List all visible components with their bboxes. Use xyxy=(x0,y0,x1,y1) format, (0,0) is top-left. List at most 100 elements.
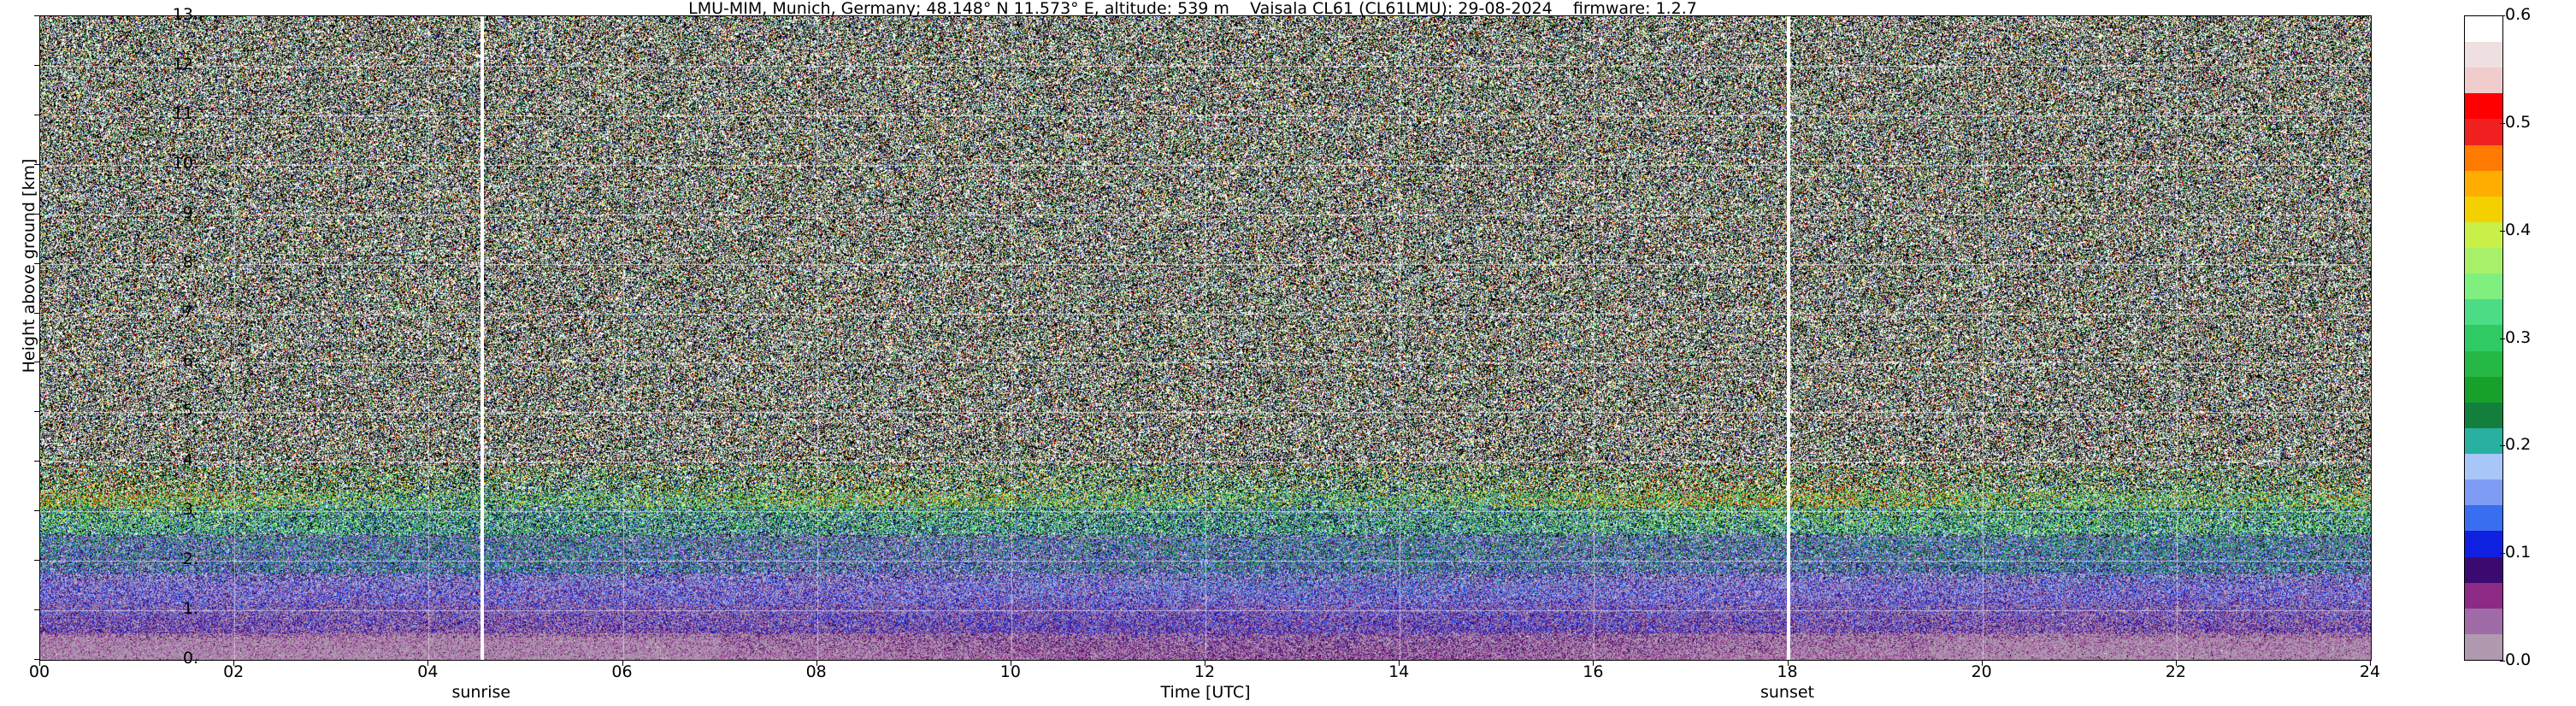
y-axis-tick-mark xyxy=(34,15,39,16)
x-axis-tick-label: 14 xyxy=(1388,662,1410,681)
colorbar-swatch xyxy=(2465,221,2502,248)
x-axis-tick-mark xyxy=(1981,661,1983,666)
colorbar-tick-label: 0.3 xyxy=(2505,327,2532,347)
y-axis-tick-mark xyxy=(34,262,39,264)
y-axis-tick-label: 5. xyxy=(182,401,198,421)
colorbar xyxy=(2464,15,2503,661)
colorbar-swatch xyxy=(2465,248,2502,274)
figure-title: LMU-MIM, Munich, Germany; 48.148° N 11.5… xyxy=(688,0,1697,18)
colorbar-swatch xyxy=(2465,93,2502,120)
x-axis-tick-label: 04 xyxy=(417,662,439,681)
x-axis-tick-mark xyxy=(2175,661,2177,666)
sunset-label: sunset xyxy=(1760,683,1815,702)
colorbar-tick-mark xyxy=(2500,661,2505,662)
x-axis-tick-mark xyxy=(233,661,235,666)
y-axis-tick-label: 7. xyxy=(182,302,198,321)
colorbar-swatch xyxy=(2465,144,2502,171)
y-axis-tick-label: 3. xyxy=(182,500,198,520)
colorbar-swatch xyxy=(2465,42,2502,68)
colorbar-tick-label: 0.0 xyxy=(2505,650,2532,669)
colorbar-swatch xyxy=(2465,427,2502,454)
colorbar-swatch xyxy=(2465,556,2502,583)
colorbar-tick-label: 0.6 xyxy=(2505,5,2532,24)
ldr-heatmap-canvas xyxy=(40,16,2371,660)
colorbar-swatch xyxy=(2465,350,2502,377)
colorbar-tick-mark xyxy=(2500,338,2505,339)
colorbar-swatch xyxy=(2465,119,2502,145)
colorbar-swatch xyxy=(2465,170,2502,197)
x-axis-tick-label: 20 xyxy=(1971,662,1992,681)
colorbar-swatch xyxy=(2465,582,2502,609)
colorbar-tick-label: 0.4 xyxy=(2505,220,2532,239)
colorbar-swatch xyxy=(2465,196,2502,222)
x-axis-tick-label: 22 xyxy=(2165,662,2186,681)
colorbar-swatch xyxy=(2465,505,2502,532)
colorbar-swatch xyxy=(2465,608,2502,634)
x-axis-tick-label: 12 xyxy=(1194,662,1216,681)
x-axis-tick-mark xyxy=(1593,661,1595,666)
colorbar-swatch xyxy=(2465,325,2502,351)
x-axis-tick-label: 16 xyxy=(1583,662,1604,681)
colorbar-swatch xyxy=(2465,68,2502,94)
y-axis-tick-label: 11. xyxy=(172,103,198,123)
x-axis-tick-label: 18 xyxy=(1777,662,1798,681)
y-axis-tick-mark xyxy=(34,560,39,562)
colorbar-tick-mark xyxy=(2500,15,2505,16)
x-axis-tick-mark xyxy=(816,661,817,666)
colorbar-tick-label: 0.2 xyxy=(2505,435,2532,455)
colorbar-swatch xyxy=(2465,376,2502,403)
x-axis-tick-label: 00 xyxy=(28,662,50,681)
colorbar-swatch xyxy=(2465,402,2502,428)
colorbar-swatch xyxy=(2465,531,2502,557)
colorbar-swatch xyxy=(2465,299,2502,326)
y-axis-tick-label: 2. xyxy=(182,550,198,569)
y-axis-tick-label: 8. xyxy=(182,252,198,272)
x-axis-tick-mark xyxy=(427,661,429,666)
colorbar-tick-label: 0.1 xyxy=(2505,543,2532,562)
colorbar-swatch xyxy=(2465,454,2502,480)
sunrise-marker-line xyxy=(480,16,484,660)
y-axis-tick-mark xyxy=(34,510,39,512)
colorbar-swatch xyxy=(2465,479,2502,506)
x-axis-label: Time [UTC] xyxy=(1160,683,1251,702)
y-axis-tick-label: 4. xyxy=(182,450,198,470)
y-axis-tick-mark xyxy=(34,609,39,611)
x-axis-tick-mark xyxy=(622,661,623,666)
colorbar-swatch xyxy=(2465,633,2502,660)
y-axis-label: Height above ground [km] xyxy=(20,158,38,374)
y-axis-tick-mark xyxy=(34,461,39,462)
y-axis-tick-label: 1. xyxy=(182,599,198,619)
x-axis-tick-label: 06 xyxy=(611,662,633,681)
x-axis-tick-mark xyxy=(39,661,40,666)
colorbar-tick-mark xyxy=(2500,122,2505,124)
y-axis-tick-label: 6. xyxy=(182,351,198,371)
y-axis-tick-mark xyxy=(34,312,39,314)
heatmap-plot-area xyxy=(39,15,2372,661)
colorbar-swatch xyxy=(2465,16,2502,42)
x-axis-tick-mark xyxy=(1399,661,1400,666)
x-axis-tick-label: 02 xyxy=(223,662,245,681)
sunrise-label: sunrise xyxy=(451,683,511,702)
x-axis-tick-label: 08 xyxy=(805,662,827,681)
x-axis-tick-label: 24 xyxy=(2359,662,2381,681)
x-axis-tick-mark xyxy=(2370,661,2371,666)
x-axis-tick-mark xyxy=(1787,661,1789,666)
y-axis-tick-label: 9. xyxy=(182,203,198,222)
y-axis-tick-label: 12. xyxy=(172,54,198,74)
colorbar-tick-mark xyxy=(2500,553,2505,555)
x-axis-tick-label: 10 xyxy=(999,662,1021,681)
y-axis-tick-mark xyxy=(34,64,39,66)
colorbar-tick-mark xyxy=(2500,230,2505,232)
colorbar-tick-label: 0.5 xyxy=(2505,112,2532,132)
y-axis-tick-mark xyxy=(34,163,39,165)
y-axis-tick-label: 13. xyxy=(172,5,198,24)
y-axis-tick-mark xyxy=(34,411,39,413)
y-axis-tick-mark xyxy=(34,659,39,660)
y-axis-tick-label: 10. xyxy=(172,153,198,173)
colorbar-tick-mark xyxy=(2500,445,2505,447)
colorbar-swatch xyxy=(2465,274,2502,300)
y-axis-tick-label: 0. xyxy=(182,649,198,668)
sunset-marker-line xyxy=(1786,16,1790,660)
y-axis-tick-mark xyxy=(34,213,39,215)
